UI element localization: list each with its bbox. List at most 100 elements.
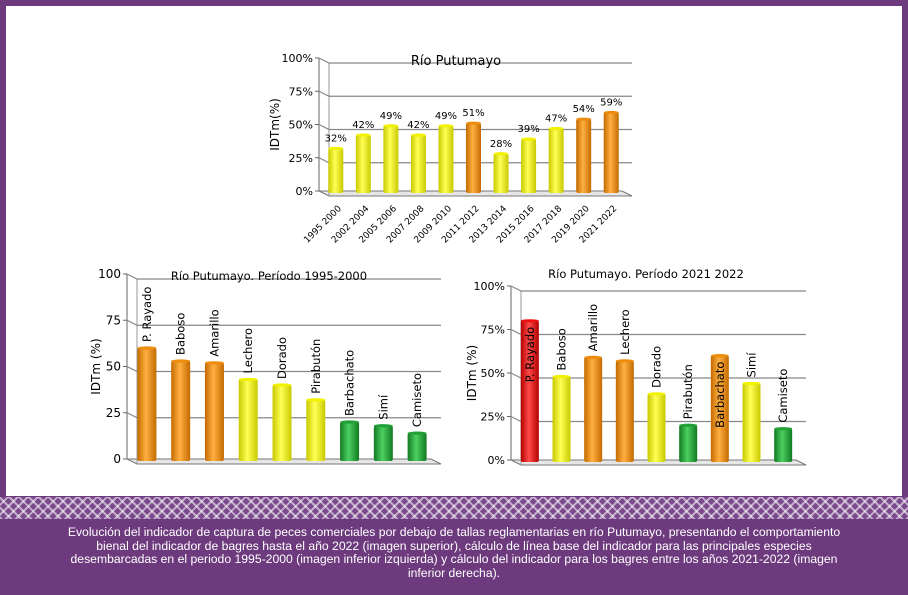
category-label: Camiseto — [776, 369, 790, 423]
category-label: Amarillo — [207, 309, 221, 356]
bar-cap — [584, 355, 603, 359]
gridline — [318, 123, 632, 131]
bar-cap — [410, 133, 426, 137]
gridline — [126, 412, 441, 419]
chart-title: Río Putumayo. Período 2021 2022 — [548, 267, 744, 281]
bar — [603, 112, 619, 193]
bar — [238, 379, 258, 461]
bar-cap — [328, 146, 344, 151]
bar-cap — [615, 359, 634, 363]
data-label: 59% — [600, 98, 622, 109]
y-tick-label: 75% — [289, 85, 313, 98]
category-label: P. Rayado — [523, 327, 537, 382]
category-label: Pirabutón — [309, 339, 323, 394]
bar — [171, 360, 191, 461]
bar — [520, 320, 539, 462]
bar — [521, 139, 537, 193]
y-tick-label: 75 — [106, 313, 121, 327]
bar — [576, 119, 592, 193]
gridline — [126, 365, 441, 373]
bar-cap — [306, 398, 326, 402]
y-tick-label: 0% — [296, 185, 313, 198]
y-tick-label: 100% — [474, 280, 505, 293]
bar-cap — [373, 424, 393, 428]
bar-cap — [774, 427, 793, 431]
y-axis-label: IDTm(%) — [268, 98, 282, 151]
bar — [647, 393, 666, 462]
category-label: Baboso — [555, 328, 569, 370]
y-tick-label: 50% — [289, 119, 313, 132]
bar-cap — [137, 346, 157, 350]
data-label: 51% — [462, 108, 484, 119]
y-tick-label: 100% — [282, 52, 313, 65]
bar — [328, 148, 344, 193]
category-label: Camiseto — [410, 373, 424, 427]
chart-title: Río Putumayo. Período 1995-2000 — [171, 269, 367, 283]
gridline — [318, 57, 632, 64]
bar-cap — [520, 319, 539, 323]
y-tick-label: 25 — [106, 406, 121, 420]
bar-cap — [171, 359, 191, 363]
bar-cap — [742, 381, 761, 386]
data-label: 54% — [573, 104, 595, 115]
data-label: 32% — [325, 133, 347, 144]
data-label: 49% — [435, 111, 457, 122]
category-label: P. Rayado — [140, 287, 154, 342]
bar-cap — [552, 374, 571, 379]
category-label: Dorado — [275, 337, 289, 379]
bar — [679, 425, 698, 462]
bar-cap — [493, 152, 509, 156]
y-tick-label: 0 — [113, 452, 121, 466]
bar-cap — [438, 124, 454, 128]
bar-cap — [383, 124, 399, 128]
bar-cap — [466, 121, 481, 125]
bar — [466, 123, 481, 193]
bar — [548, 128, 564, 193]
bar — [552, 376, 571, 462]
y-tick-label: 75% — [481, 324, 505, 337]
category-label: Simí — [745, 352, 759, 378]
bar-cap — [407, 431, 427, 435]
data-label: 42% — [407, 120, 429, 131]
category-label: Pirabutón — [681, 364, 695, 419]
bar — [407, 433, 427, 461]
bar — [493, 153, 509, 193]
y-tick-label: 50% — [481, 367, 505, 380]
y-tick-label: 100 — [98, 267, 121, 281]
bar — [373, 425, 393, 461]
bar-cap — [603, 110, 619, 115]
data-label: 39% — [517, 124, 539, 135]
data-label: 42% — [352, 120, 374, 131]
bar-cap — [548, 126, 564, 131]
y-axis-label: IDTm (%) — [89, 338, 103, 394]
bar — [383, 125, 399, 193]
bar — [742, 383, 761, 462]
bar-cap — [204, 361, 224, 365]
category-label: Baboso — [174, 313, 188, 355]
bar — [306, 399, 326, 461]
category-label: Dorado — [650, 346, 664, 388]
y-tick-label: 25% — [289, 152, 313, 165]
bar — [710, 355, 729, 462]
category-label: Barbachato — [713, 362, 727, 428]
bar — [438, 125, 454, 193]
data-label: 49% — [380, 111, 402, 122]
bar — [272, 385, 292, 461]
bar-cap — [710, 354, 729, 358]
chart-2: 0 25 50 75 100 Río Putumayo. Período 1995-200… — [89, 267, 442, 466]
bar — [204, 362, 224, 461]
figure-caption: Evolución del indicador de captura de pe… — [67, 525, 841, 580]
category-label: Barbachato — [343, 350, 357, 416]
chart-3: 0% 25% 50% 75% 100% Río Putumayo. Período 202… — [465, 267, 807, 467]
bar-cap — [272, 383, 292, 387]
chart-title: Río Putumayo — [411, 54, 501, 69]
gridline — [510, 285, 806, 292]
bar-cap — [355, 133, 371, 137]
bar — [410, 135, 426, 193]
bar-cap — [679, 423, 698, 427]
data-label: 28% — [490, 139, 512, 150]
bar-cap — [521, 137, 537, 141]
data-label: 47% — [545, 113, 567, 124]
